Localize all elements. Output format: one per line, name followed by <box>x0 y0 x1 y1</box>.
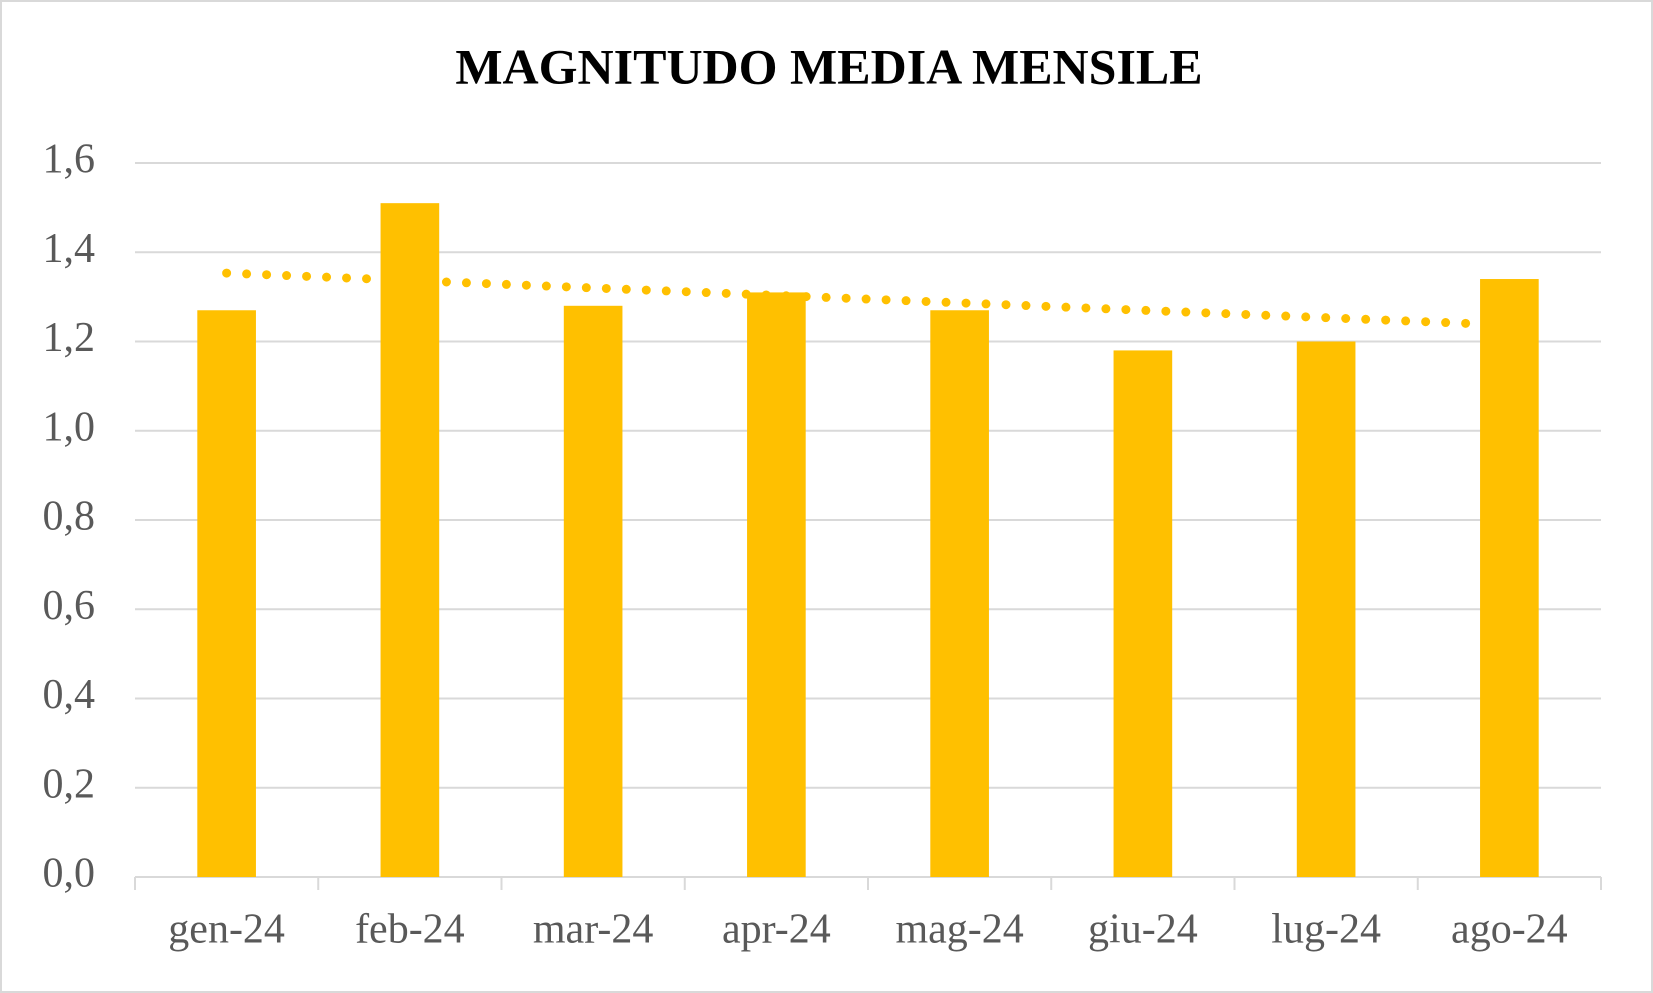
bar <box>747 292 806 878</box>
y-tick-label: 0,2 <box>43 761 96 807</box>
y-tick-label: 1,4 <box>43 226 96 272</box>
bar <box>380 203 440 878</box>
y-tick-label: 0,0 <box>43 851 96 897</box>
x-tick-label: lug-24 <box>1271 907 1381 953</box>
trendline <box>222 268 1514 330</box>
x-tick-label: mar-24 <box>533 907 653 953</box>
x-tick-label: apr-24 <box>722 907 831 953</box>
x-tick-label: feb-24 <box>355 907 465 953</box>
y-tick-label: 0,8 <box>43 494 96 540</box>
y-tick-label: 1,2 <box>43 315 96 361</box>
bar <box>930 310 989 877</box>
x-tick-label: gen-24 <box>168 907 285 953</box>
bar <box>197 310 256 877</box>
chart-title: MAGNITUDO MEDIA MENSILE <box>455 38 1202 94</box>
bar <box>563 305 623 877</box>
x-tick-label: mag-24 <box>895 907 1023 953</box>
y-tick-label: 1,0 <box>43 404 96 450</box>
y-tick-label: 0,6 <box>43 583 96 629</box>
bar <box>1296 341 1356 877</box>
bar <box>1480 279 1539 877</box>
y-tick-label: 1,6 <box>43 137 96 183</box>
x-tick-label: giu-24 <box>1088 907 1198 953</box>
y-tick-label: 0,4 <box>43 672 96 718</box>
bar <box>1113 350 1173 877</box>
x-tick-label: ago-24 <box>1451 907 1568 953</box>
